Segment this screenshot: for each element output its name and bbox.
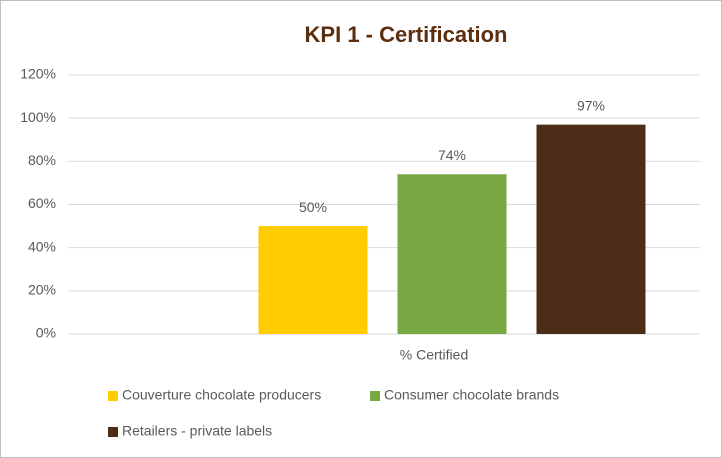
- y-tick-label: 80%: [28, 152, 56, 168]
- y-tick-label: 0%: [36, 325, 56, 341]
- chart-title: KPI 1 - Certification: [305, 22, 508, 47]
- y-tick-label: 20%: [28, 282, 56, 298]
- y-tick-label: 60%: [28, 195, 56, 211]
- legend-label: Consumer chocolate brands: [384, 387, 559, 403]
- y-tick-label: 40%: [28, 238, 56, 254]
- y-tick-label: 120%: [20, 66, 56, 82]
- value-label: 50%: [299, 199, 327, 215]
- value-label: 74%: [438, 147, 466, 163]
- legend-label: Retailers - private labels: [122, 423, 272, 439]
- legend-swatch: [108, 391, 118, 401]
- bar: [536, 124, 646, 335]
- x-tick-label: % Certified: [400, 347, 468, 363]
- legend-label: Couverture chocolate producers: [122, 387, 321, 403]
- value-label: 97%: [577, 97, 605, 113]
- bar: [258, 226, 368, 334]
- legend-swatch: [370, 391, 380, 401]
- y-tick-label: 100%: [20, 109, 56, 125]
- bar: [397, 174, 507, 334]
- legend-swatch: [108, 427, 118, 437]
